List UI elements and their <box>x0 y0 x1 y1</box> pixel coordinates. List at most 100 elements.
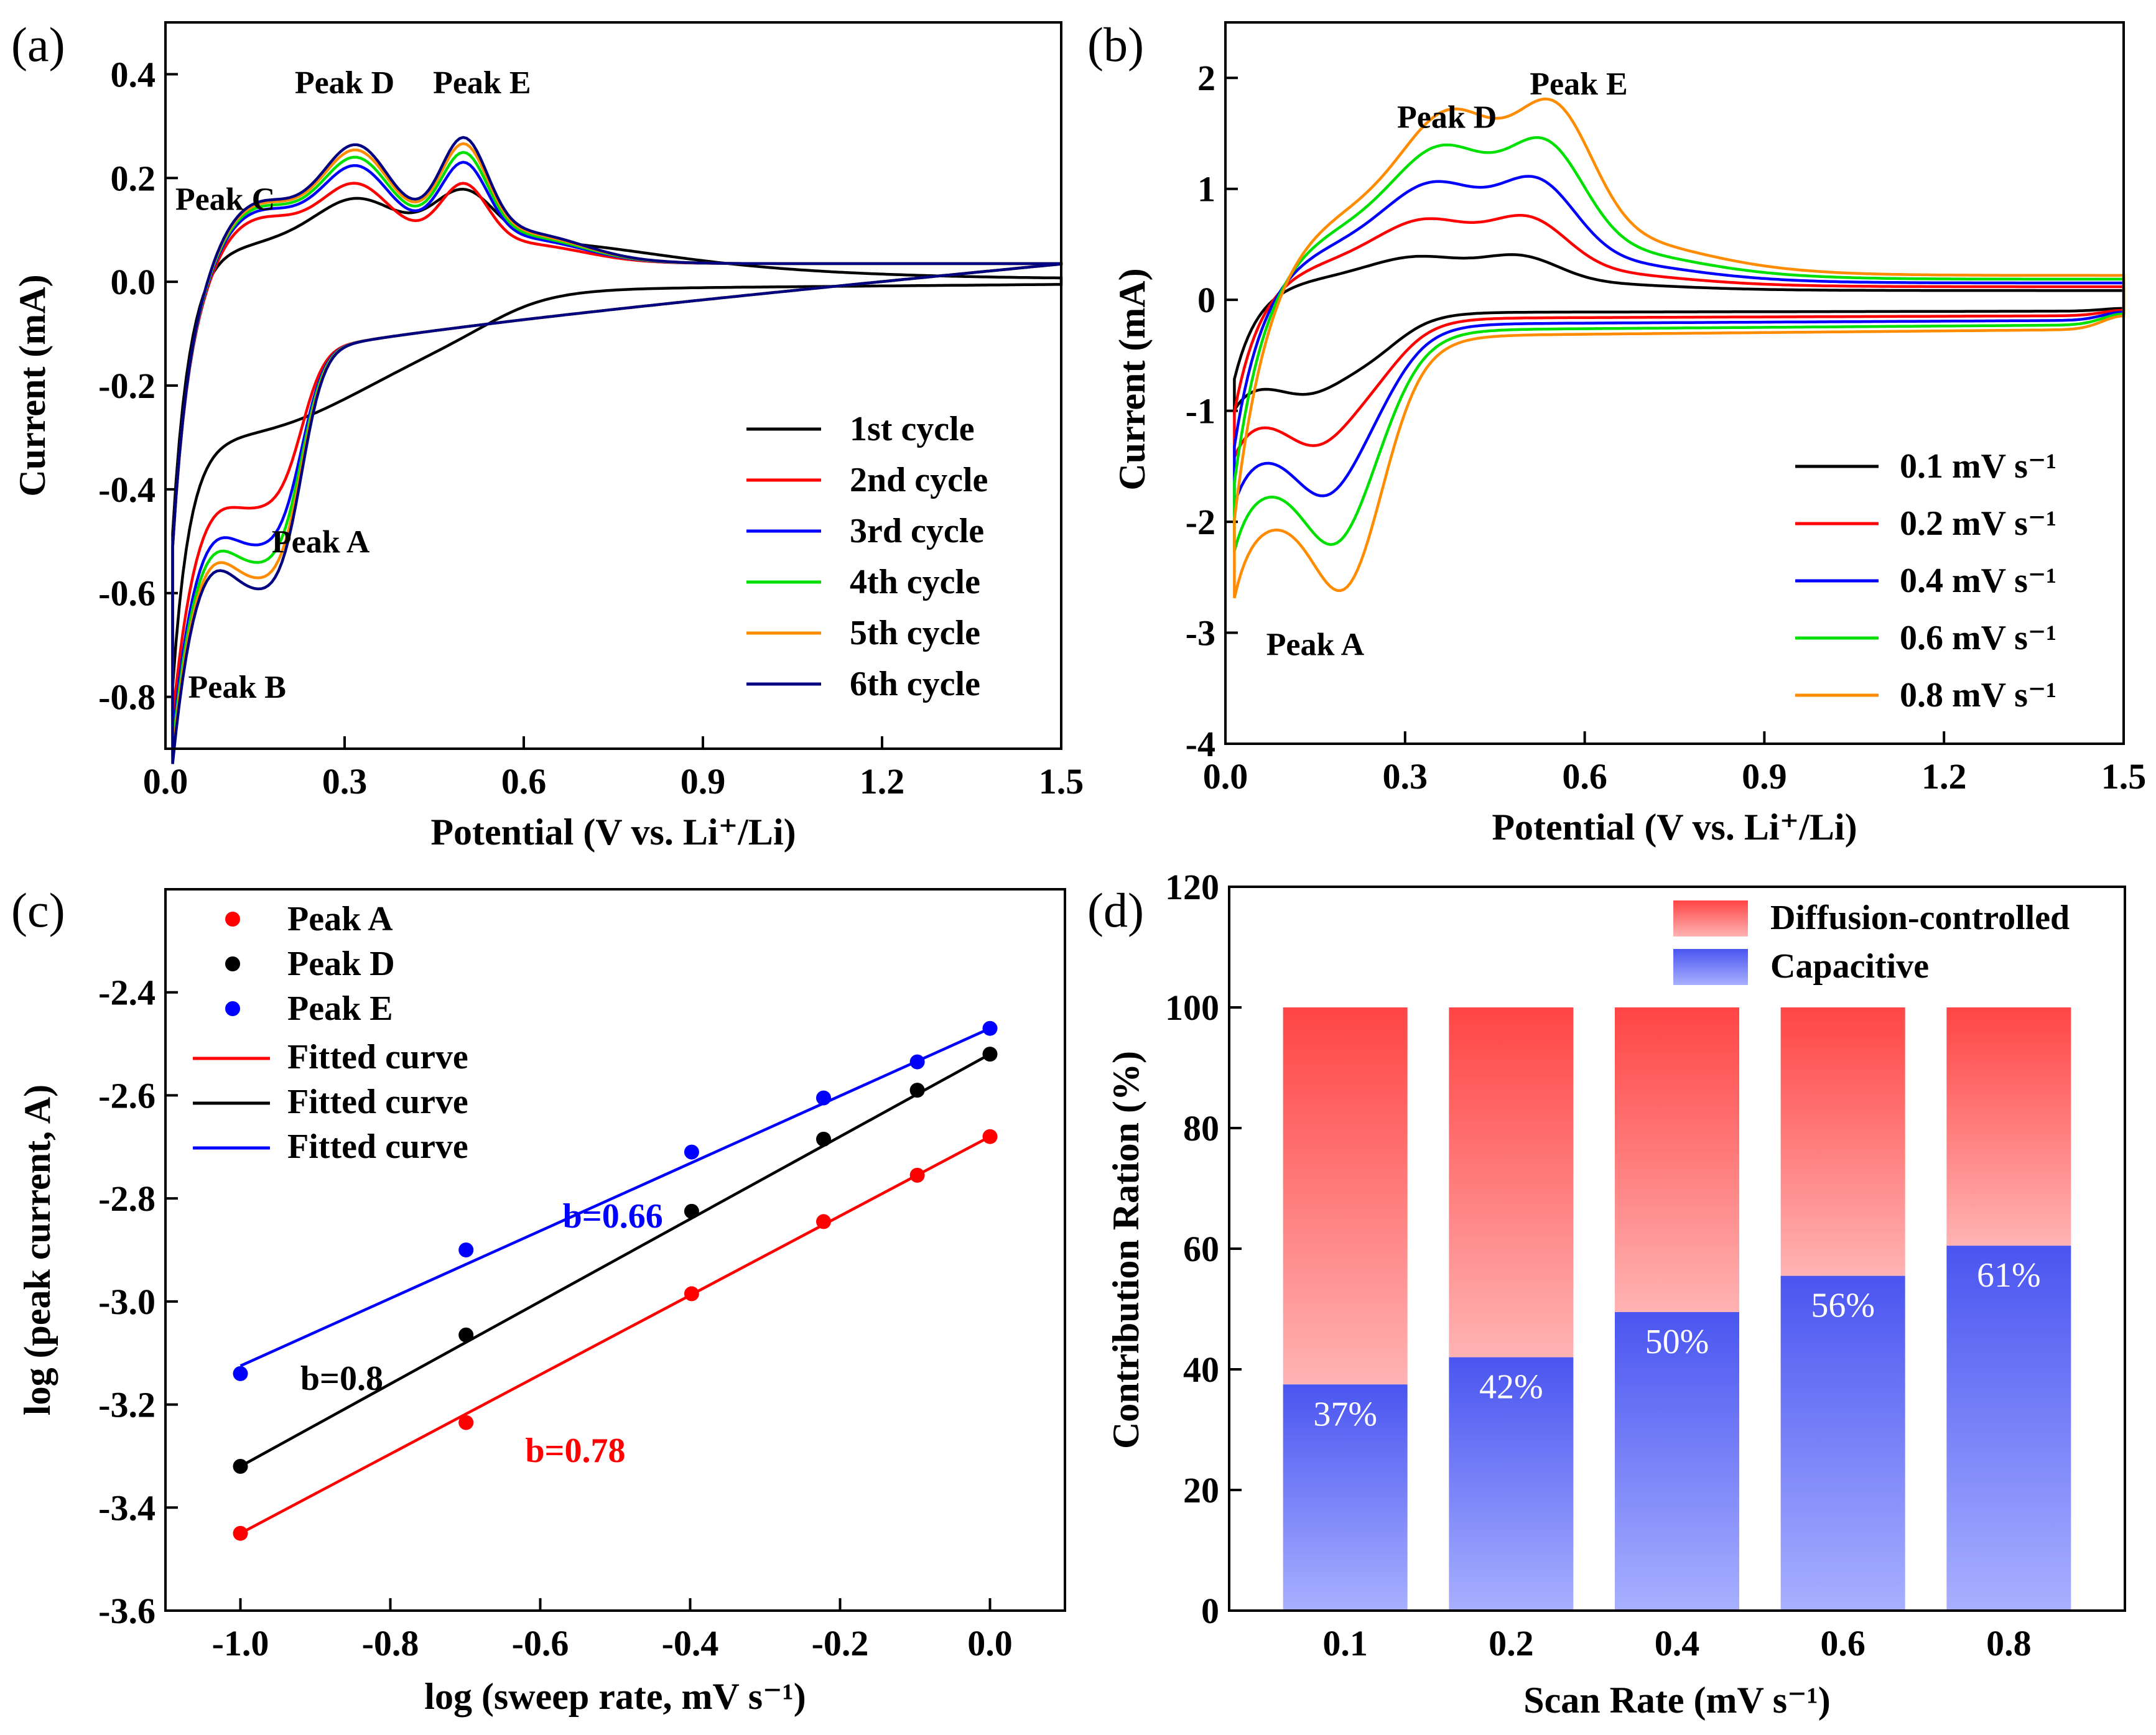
x-tick-label: 0.0 <box>967 1623 1013 1663</box>
x-tick-label: 0.0 <box>143 761 188 802</box>
legend-label: Fitted curve <box>287 1038 468 1076</box>
bar-diffusion <box>1946 1007 2071 1246</box>
legend-label: 0.4 mV s⁻¹ <box>1900 562 2056 600</box>
legend-label: 0.2 mV s⁻¹ <box>1900 504 2056 543</box>
data-point-peak-e <box>458 1242 474 1257</box>
panel-a-frame <box>164 21 1062 750</box>
peak-annotation: Peak C <box>175 182 275 218</box>
panel-d-frame <box>1228 886 2126 1612</box>
y-tick-label: 0.4 <box>111 54 156 95</box>
peak-annotation: Peak D <box>295 65 394 101</box>
legend-label: 6th cycle <box>850 665 980 703</box>
y-tick-label: 0 <box>1201 1591 1219 1631</box>
y-tick-label: 2 <box>1197 58 1215 98</box>
panel-d-legend: Diffusion-controlled Capacitive <box>1673 899 2070 986</box>
legend-swatch <box>1673 949 1748 985</box>
panel-b-label: (b) <box>1087 17 1144 72</box>
x-tick-label: -1.0 <box>212 1623 269 1663</box>
data-point-peak-e <box>909 1054 925 1070</box>
bar-data-label: 56% <box>1811 1287 1875 1325</box>
data-point-peak-d <box>458 1327 474 1343</box>
legend-label: Diffusion-controlled <box>1770 899 2070 937</box>
y-tick-label: 0 <box>1197 280 1215 320</box>
x-tick-label: 0.4 <box>1655 1623 1700 1663</box>
panel-c-log-fit: (c) -3.6 -3.4 -3.2 -3.0 -2.8 -2.6 -2.4 -1.0 -0.8… <box>11 883 1066 1717</box>
x-tick-label: 0.6 <box>1562 756 1607 797</box>
slope-label: b=0.8 <box>300 1359 383 1398</box>
legend-label: Peak D <box>287 945 395 983</box>
legend-swatch <box>1673 900 1748 937</box>
bar-diffusion <box>1780 1007 1905 1276</box>
bar-capacitive <box>1449 1357 1574 1611</box>
panel-c-label: (c) <box>11 883 65 937</box>
x-tick-label: 1.2 <box>860 761 905 802</box>
legend-label: 5th cycle <box>850 614 980 652</box>
panel-c-xlabel: log (sweep rate, mV s⁻¹) <box>424 1676 806 1717</box>
legend-label: 1st cycle <box>850 410 975 448</box>
cv-curve-rate-4 <box>1233 136 2126 552</box>
y-tick-label: 20 <box>1183 1470 1219 1511</box>
panel-a-ylabel: Current (mA) <box>12 274 53 496</box>
data-point-peak-d <box>982 1047 998 1062</box>
y-tick-label: -0.8 <box>98 677 156 718</box>
data-point-peak-d <box>233 1459 248 1474</box>
peak-annotation: Peak E <box>433 65 531 101</box>
legend-label: 3rd cycle <box>850 512 984 550</box>
peak-annotation: Peak B <box>188 670 286 705</box>
legend-label: Peak E <box>287 989 393 1028</box>
x-tick-label: 1.5 <box>2101 756 2147 797</box>
cv-curve-rate-2 <box>1233 213 2126 458</box>
x-tick-label: 0.6 <box>1820 1623 1866 1663</box>
y-tick-label: -2.6 <box>98 1075 156 1116</box>
legend-label: 0.1 mV s⁻¹ <box>1900 447 2056 486</box>
legend-label: Fitted curve <box>287 1083 468 1121</box>
y-tick-label: -3.4 <box>98 1487 156 1528</box>
y-tick-label: -3.2 <box>98 1385 156 1425</box>
legend-marker <box>225 956 240 971</box>
x-tick-label: 0.3 <box>1383 756 1428 797</box>
data-point-peak-e <box>684 1144 699 1160</box>
panel-a-label: (a) <box>11 17 65 72</box>
y-tick-label: -1 <box>1186 391 1215 432</box>
x-tick-label: 0.8 <box>1986 1623 2032 1663</box>
y-tick-label: -3.6 <box>98 1591 156 1631</box>
x-tick-label: -0.6 <box>512 1623 569 1663</box>
y-tick-label: -2.8 <box>98 1178 156 1219</box>
panel-a-cv-cycles: (a) -0.8 -0.6 -0.4 -0.2 0.0 0.2 0.4 0.0 0.3 0.6 0.… <box>11 17 1084 853</box>
slope-label: b=0.78 <box>525 1432 625 1470</box>
x-tick-label: 1.5 <box>1039 761 1084 802</box>
panel-c-legend: Peak A Peak D Peak E Fitted curve Fitted cur… <box>193 900 468 1166</box>
panel-c-marks <box>233 1020 998 1541</box>
legend-label: 0.8 mV s⁻¹ <box>1900 676 2056 715</box>
data-point-peak-d <box>815 1131 831 1147</box>
y-tick-label: -3 <box>1186 613 1215 654</box>
data-point-peak-a <box>233 1525 248 1541</box>
y-tick-label: 0.0 <box>111 262 156 302</box>
y-tick-label: 80 <box>1183 1108 1219 1149</box>
panel-a-xlabel: Potential (V vs. Li⁺/Li) <box>430 812 796 853</box>
bar-capacitive <box>1780 1275 1905 1611</box>
peak-annotation: Peak A <box>272 524 370 560</box>
y-tick-label: 0.2 <box>111 158 156 198</box>
x-tick-label: 0.6 <box>501 761 547 802</box>
y-tick-label: 1 <box>1197 169 1215 210</box>
legend-label: 2nd cycle <box>850 461 988 499</box>
x-tick-label: -0.8 <box>362 1623 419 1663</box>
bar-diffusion <box>1615 1007 1739 1312</box>
data-point-peak-e <box>982 1020 998 1036</box>
x-tick-label: 0.2 <box>1489 1623 1534 1663</box>
peak-annotation: Peak D <box>1397 100 1497 136</box>
panel-b-frame <box>1224 21 2125 745</box>
data-point-peak-a <box>982 1129 998 1144</box>
y-tick-label: 40 <box>1183 1349 1219 1390</box>
legend-marker <box>225 1001 240 1016</box>
x-tick-label: 0.1 <box>1322 1623 1368 1663</box>
bar-capacitive <box>1615 1312 1739 1611</box>
panel-d-label: (d) <box>1087 883 1144 937</box>
legend-marker <box>225 912 240 927</box>
y-tick-label: -0.4 <box>98 470 156 510</box>
y-tick-label: 60 <box>1183 1229 1219 1269</box>
x-tick-label: 0.0 <box>1203 756 1248 797</box>
data-point-peak-a <box>684 1286 699 1302</box>
